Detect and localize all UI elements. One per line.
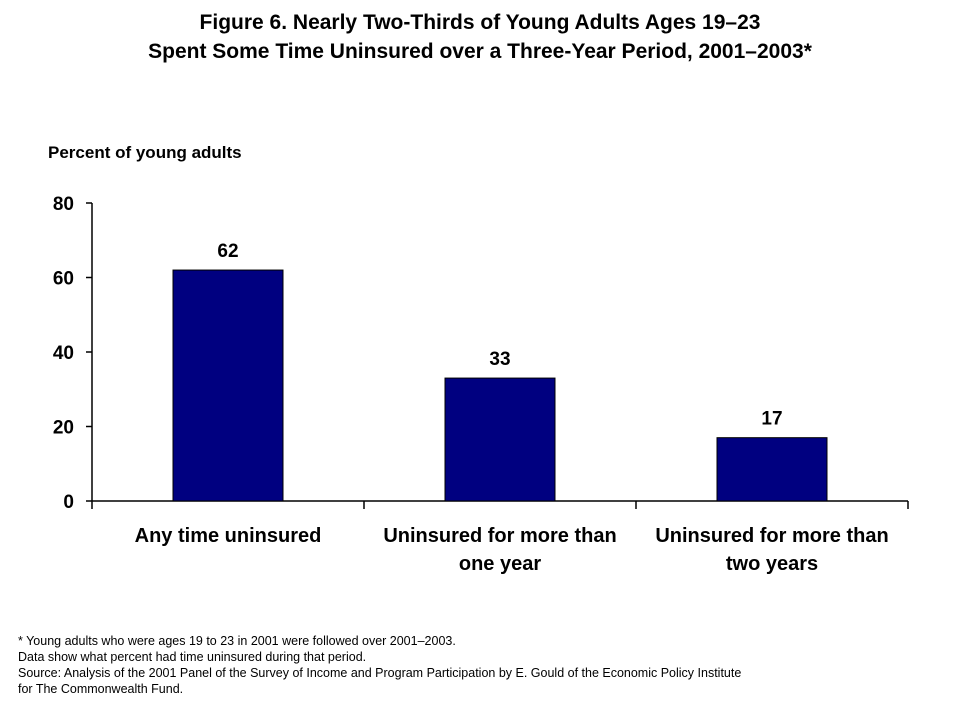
chart-title-line-2: Spent Some Time Uninsured over a Three-Y… <box>148 40 812 63</box>
footnote-line-1: * Young adults who were ages 19 to 23 in… <box>18 634 456 648</box>
y-tick-label: 40 <box>53 343 74 364</box>
footnotes: * Young adults who were ages 19 to 23 in… <box>18 633 948 697</box>
bar <box>716 437 828 502</box>
source-line-2: for The Commonwealth Fund. <box>18 682 184 696</box>
source-line-1: Source: Analysis of the 2001 Panel of th… <box>18 666 742 680</box>
y-axis-label: Percent of young adults <box>48 143 242 162</box>
category-label: two years <box>726 553 818 575</box>
category-label: one year <box>459 553 541 575</box>
category-label: Any time uninsured <box>135 525 322 547</box>
category-label: Uninsured for more than <box>655 525 888 547</box>
y-tick-label: 80 <box>53 194 74 215</box>
data-label: 17 <box>761 409 782 430</box>
y-tick-label: 0 <box>63 492 74 513</box>
data-label: 62 <box>217 241 238 262</box>
category-label: Uninsured for more than <box>383 525 616 547</box>
chart-title-line-1: Figure 6. Nearly Two-Thirds of Young Adu… <box>199 11 761 34</box>
chart-title: Figure 6. Nearly Two-Thirds of Young Adu… <box>0 8 960 66</box>
y-tick-label: 60 <box>53 269 74 290</box>
bar <box>444 377 556 502</box>
footnote-line-2: Data show what percent had time uninsure… <box>18 650 367 664</box>
y-tick-label: 20 <box>53 418 74 439</box>
bar-chart: 0 20 40 60 80 62 Any time uninsured 33 Uninsured… <box>53 194 909 575</box>
data-label: 33 <box>489 349 510 370</box>
bar <box>172 269 284 502</box>
